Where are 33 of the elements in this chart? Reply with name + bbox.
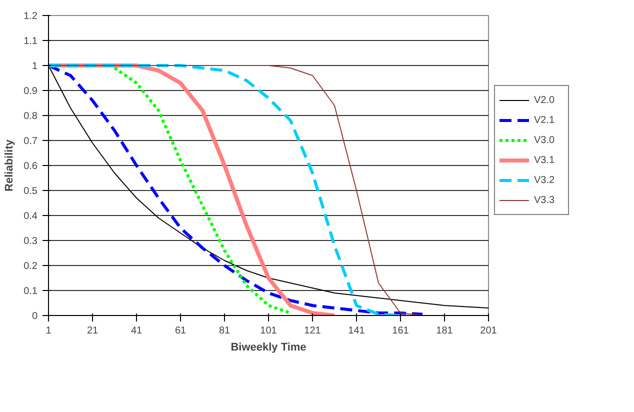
y-axis-title: Reliability <box>4 138 16 192</box>
x-tick-label: 181 <box>436 326 454 336</box>
y-tick-label: 0.1 <box>24 286 38 297</box>
y-tick-label: 0.4 <box>24 211 38 222</box>
x-tick-label: 61 <box>174 326 186 336</box>
legend-label: V3.2 <box>534 174 556 186</box>
y-tick-label: 0.6 <box>24 161 38 172</box>
y-tick-label: 1.2 <box>24 11 38 22</box>
y-tick-label: 0 <box>32 311 38 322</box>
y-tick-label: 0.9 <box>24 86 38 97</box>
legend-label: V2.1 <box>534 114 556 126</box>
legend-label: V3.0 <box>534 134 556 146</box>
y-tick-label: 0.5 <box>24 186 38 197</box>
line-series <box>113 66 292 314</box>
legend-label: V3.3 <box>534 194 556 206</box>
x-tick-label: 101 <box>260 326 278 336</box>
x-tick-label: 161 <box>392 326 410 336</box>
legend-label: V3.1 <box>534 154 556 166</box>
x-tick-label: 41 <box>130 326 142 336</box>
x-tick-label: 1 <box>46 326 52 336</box>
x-tick-label: 141 <box>348 326 366 336</box>
x-tick-label: 201 <box>480 326 498 336</box>
legend-label: V2.0 <box>534 94 556 106</box>
x-axis-title: Biweekly Time <box>230 342 306 354</box>
y-tick-label: 0.8 <box>24 111 38 122</box>
y-tick-label: 1 <box>32 61 38 72</box>
y-tick-label: 0.3 <box>24 236 38 247</box>
x-tick-label: 21 <box>86 326 98 336</box>
y-tick-label: 1.1 <box>24 36 38 47</box>
x-tick-label: 121 <box>304 326 322 336</box>
y-tick-label: 0.2 <box>24 261 38 272</box>
x-tick-label: 81 <box>218 326 230 336</box>
y-tick-label: 0.7 <box>24 136 38 147</box>
